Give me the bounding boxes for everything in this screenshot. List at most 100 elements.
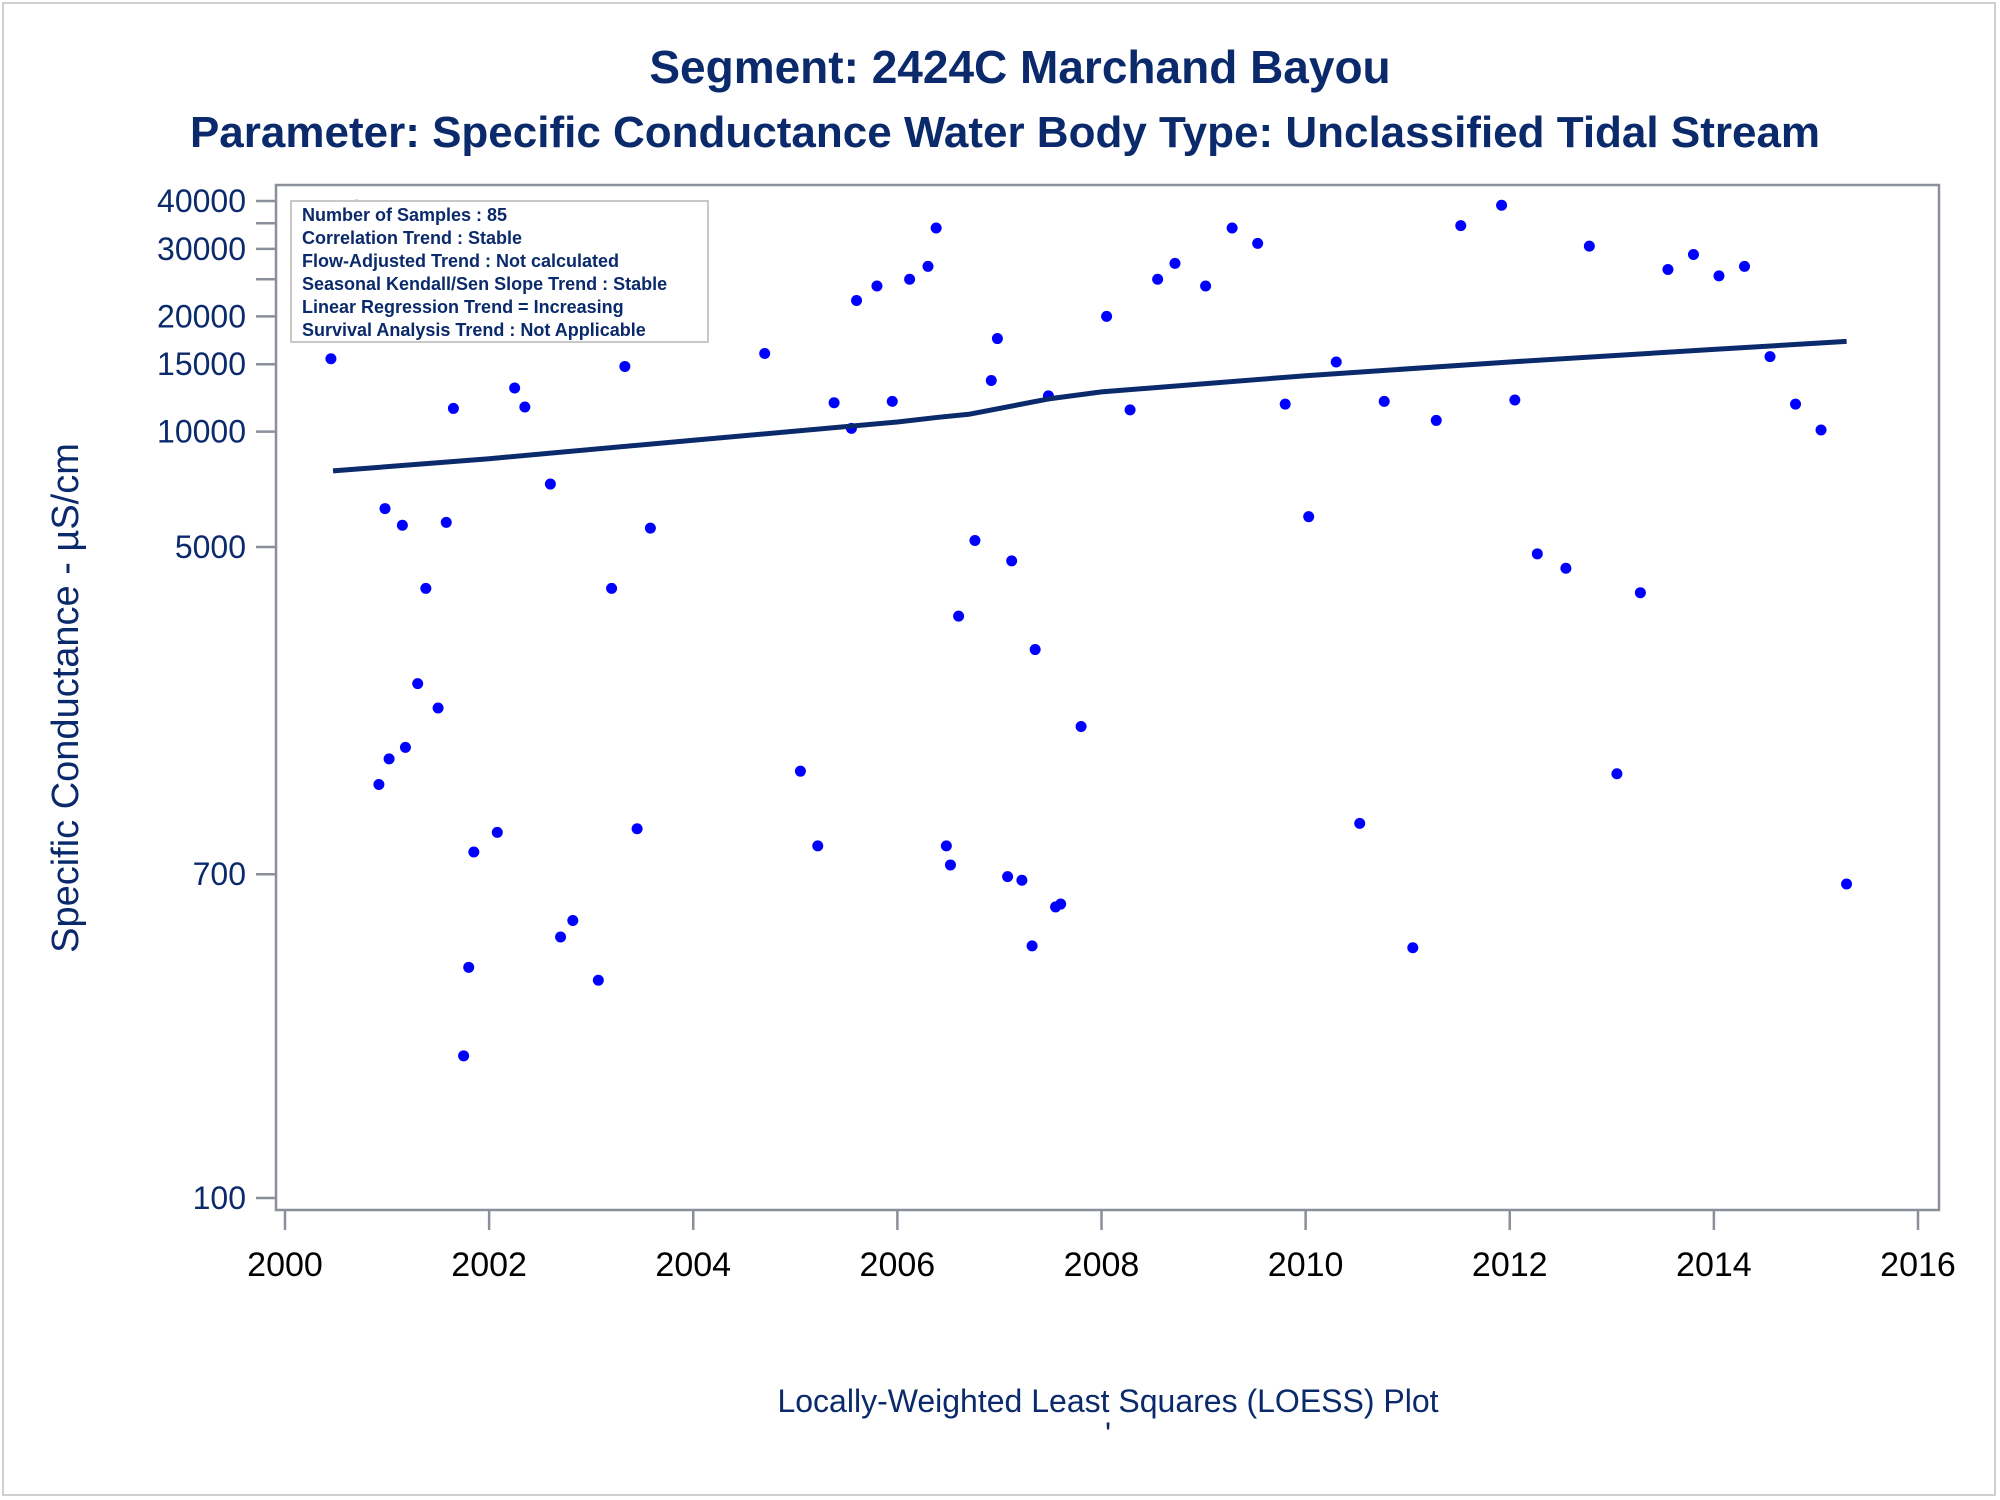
data-point-73: [1560, 562, 1572, 574]
data-point-71: [1509, 394, 1521, 406]
data-point-56: [1124, 404, 1136, 416]
data-point-84: [1841, 878, 1853, 890]
chart-subtitle: Parameter: Specific Conductance Water Bo…: [190, 108, 1820, 157]
data-point-39: [930, 222, 942, 234]
data-point-83: [1815, 424, 1827, 436]
data-point-31: [812, 840, 824, 852]
data-point-11: [420, 582, 432, 594]
data-point-48: [1016, 874, 1028, 886]
data-point-21: [544, 478, 556, 490]
data-point-58: [1169, 257, 1181, 269]
y-tick-label-6: 30000: [157, 231, 246, 267]
data-point-26: [619, 360, 631, 372]
loess-trend-line: [332, 338, 1847, 474]
data-point-36: [886, 395, 898, 407]
x-tick-label-3: 2006: [860, 1246, 936, 1284]
y-tick-label-7: 40000: [157, 183, 246, 219]
data-point-16: [463, 961, 475, 973]
data-point-12: [432, 702, 444, 714]
data-point-29: [759, 347, 771, 359]
data-point-78: [1687, 249, 1699, 261]
data-point-67: [1407, 942, 1419, 954]
data-point-76: [1634, 587, 1646, 599]
data-point-47: [1006, 555, 1018, 567]
x-tick-label-2: 2004: [655, 1246, 731, 1284]
data-point-28: [644, 522, 656, 534]
data-point-17: [468, 846, 480, 858]
data-point-80: [1738, 260, 1750, 272]
data-point-43: [969, 534, 981, 546]
data-point-57: [1152, 273, 1164, 285]
x-tick-label-8: 2016: [1880, 1246, 1956, 1284]
stats-line-survival-analysis: Survival Analysis Trend : Not Applicable: [302, 320, 646, 340]
data-point-54: [1075, 721, 1087, 733]
data-point-27: [631, 823, 643, 835]
data-point-81: [1764, 351, 1776, 363]
data-point-25: [606, 582, 618, 594]
data-point-53: [1055, 898, 1067, 910]
x-tick-label-0: 2000: [247, 1246, 323, 1284]
y-tick-label-3: 10000: [157, 414, 246, 450]
stats-box: Number of Samples : 85 Correlation Trend…: [290, 200, 709, 343]
data-point-55: [1101, 310, 1113, 322]
data-point-14: [447, 402, 459, 414]
data-point-32: [828, 397, 840, 409]
data-point-30: [794, 765, 806, 777]
data-point-5: [373, 779, 385, 791]
data-point-35: [871, 280, 883, 292]
data-point-49: [1026, 940, 1038, 952]
data-point-41: [944, 859, 956, 871]
data-point-63: [1303, 511, 1315, 523]
plot-area: [274, 183, 1941, 1212]
data-point-7: [383, 753, 395, 765]
x-tick-label-6: 2012: [1472, 1246, 1548, 1284]
data-point-6: [379, 503, 391, 515]
data-point-77: [1662, 264, 1674, 276]
data-point-82: [1790, 398, 1802, 410]
data-point-46: [1002, 871, 1014, 883]
data-point-24: [592, 974, 604, 986]
data-point-69: [1455, 220, 1467, 232]
data-point-13: [440, 516, 452, 528]
y-tick-label-5: 20000: [157, 298, 246, 334]
y-tick-label-0: 100: [193, 1180, 246, 1216]
chart-title: Segment: 2424C Marchand Bayou: [649, 41, 1390, 93]
data-point-50: [1029, 644, 1041, 656]
data-point-44: [985, 375, 997, 387]
data-point-9: [399, 741, 411, 753]
footnote-mark: ': [1105, 1416, 1111, 1452]
data-point-22: [555, 931, 567, 943]
data-point-62: [1279, 398, 1291, 410]
data-point-79: [1713, 270, 1725, 282]
x-tick-label-7: 2014: [1676, 1246, 1752, 1284]
data-point-34: [851, 294, 863, 306]
y-tick-label-2: 5000: [175, 529, 246, 565]
y-tick-label-4: 15000: [157, 346, 246, 382]
data-point-42: [953, 610, 965, 622]
data-point-18: [491, 826, 503, 838]
data-point-66: [1378, 395, 1390, 407]
data-point-19: [509, 382, 521, 394]
stats-line-correlation: Correlation Trend : Stable: [302, 228, 522, 248]
y-axis: 100 700 5000 10000 15000 20000 30000 40000: [157, 183, 276, 1216]
data-point-37: [904, 273, 916, 285]
stats-line-flow-adjusted: Flow-Adjusted Trend : Not calculated: [302, 251, 619, 271]
stats-line-linear-regression: Linear Regression Trend = Increasing: [302, 297, 624, 317]
x-tick-label-4: 2008: [1064, 1246, 1140, 1284]
data-point-20: [519, 401, 531, 413]
x-axis: 2000 2002 2004 2006 2008 2010 2012 2014 2016: [247, 1210, 1956, 1284]
data-point-15: [458, 1050, 470, 1062]
data-point-65: [1354, 817, 1366, 829]
data-point-74: [1583, 240, 1595, 252]
data-point-45: [991, 333, 1003, 345]
data-points: [325, 199, 1853, 1062]
data-point-68: [1430, 414, 1442, 426]
stats-line-samples: Number of Samples : 85: [302, 205, 507, 225]
stats-line-seasonal-kendall: Seasonal Kendall/Sen Slope Trend : Stabl…: [302, 274, 667, 294]
y-tick-label-1: 700: [193, 856, 246, 892]
data-point-0: [325, 353, 337, 365]
data-point-60: [1226, 222, 1238, 234]
y-axis-label: Specific Conductance - µS/cm: [45, 443, 87, 953]
